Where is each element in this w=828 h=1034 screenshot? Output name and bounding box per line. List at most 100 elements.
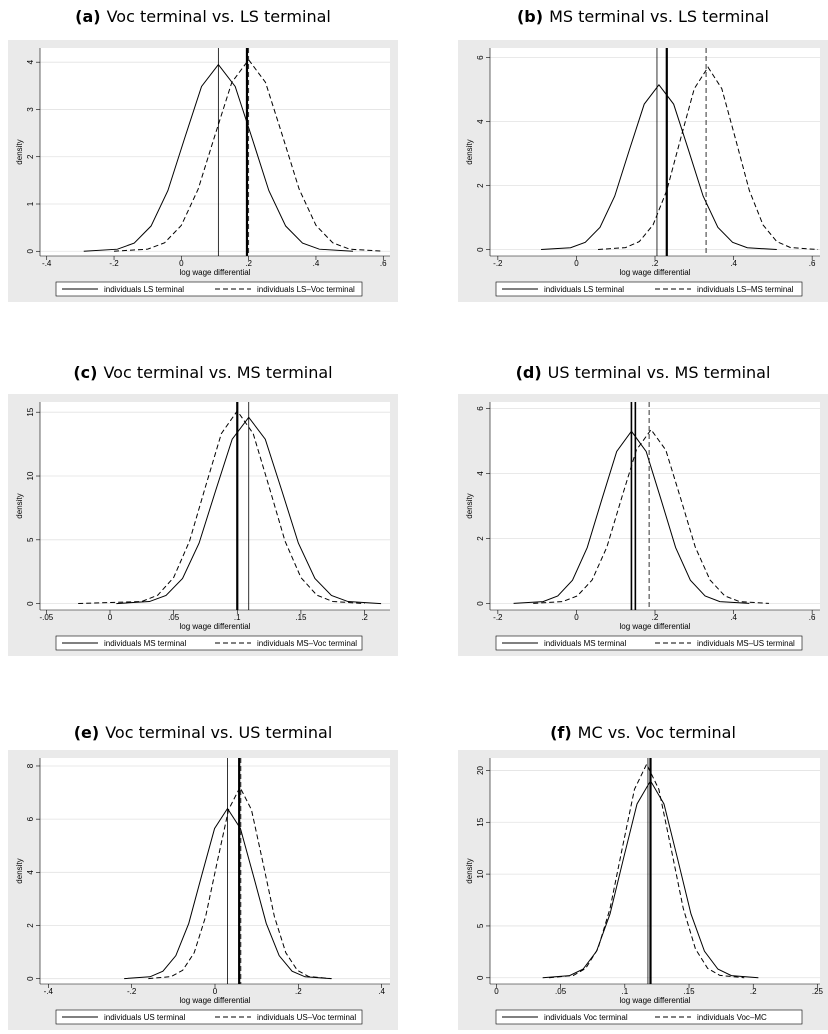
y-tick-label: 4 <box>26 59 35 64</box>
legend-label: individuals LS–Voc terminal <box>257 285 355 294</box>
plot-region <box>40 758 390 984</box>
plot-region <box>40 402 390 610</box>
plot-region <box>490 758 820 984</box>
x-tick-label: .1 <box>621 987 628 996</box>
y-tick-label: 6 <box>476 406 485 411</box>
plot-region <box>490 48 820 256</box>
panel-title-text: Voc terminal vs. LS terminal <box>107 7 331 26</box>
panel-label: (a) <box>75 7 100 26</box>
y-tick-label: 4 <box>476 471 485 476</box>
x-tick-label: .2 <box>245 259 252 268</box>
x-tick-label: -.2 <box>493 259 503 268</box>
y-axis-label: density <box>465 139 474 164</box>
panel-title: (f) MC vs. Voc terminal <box>550 723 736 742</box>
y-tick-label: 4 <box>476 119 485 124</box>
x-tick-label: 0 <box>213 987 218 996</box>
y-tick-label: 0 <box>26 248 35 253</box>
panel-title: (e) Voc terminal vs. US terminal <box>74 723 333 742</box>
density-curve <box>83 63 354 252</box>
x-tick-label: .15 <box>683 987 695 996</box>
plot-region <box>40 48 390 256</box>
density-curve <box>542 779 759 979</box>
y-tick-label: 5 <box>26 537 35 542</box>
legend-box <box>55 635 363 651</box>
x-tick-label: .05 <box>168 613 180 622</box>
y-tick-label: 0 <box>26 976 35 981</box>
x-tick-label: .6 <box>809 259 816 268</box>
y-tick-label: 2 <box>476 183 485 188</box>
x-axis-label: log wage differential <box>179 268 250 277</box>
legend-label: individuals Voc–MC <box>697 1013 767 1022</box>
y-tick-label: 8 <box>26 763 35 768</box>
x-tick-label: -.4 <box>42 259 52 268</box>
plot-region <box>490 402 820 610</box>
density-curve <box>124 807 331 980</box>
y-tick-label: 0 <box>26 601 35 606</box>
x-tick-label: .2 <box>652 259 659 268</box>
x-axis-label: log wage differential <box>179 996 250 1005</box>
y-tick-label: 5 <box>476 923 485 928</box>
y-axis-label: density <box>15 858 24 883</box>
legend-label: individuals LS terminal <box>104 285 184 294</box>
legend-label: individuals US–Voc terminal <box>257 1013 356 1022</box>
panel-title: (c) Voc terminal vs. MS terminal <box>73 363 332 382</box>
legend-label: individuals Voc terminal <box>544 1013 628 1022</box>
y-tick-label: 2 <box>476 536 485 541</box>
x-tick-label: .05 <box>555 987 567 996</box>
x-tick-label: .2 <box>295 987 302 996</box>
x-tick-label: .4 <box>313 259 320 268</box>
y-tick-label: 1 <box>26 201 35 206</box>
legend-label: individuals MS terminal <box>104 639 186 648</box>
x-axis-label: log wage differential <box>179 622 250 631</box>
panel-label: (d) <box>516 363 542 382</box>
panel-title-text: Voc terminal vs. US terminal <box>105 723 332 742</box>
panel-title: (d) US terminal vs. MS terminal <box>516 363 771 382</box>
x-tick-label: .6 <box>809 613 816 622</box>
y-tick-label: 2 <box>26 154 35 159</box>
density-curve <box>541 83 777 251</box>
panel-title: (b) MS terminal vs. LS terminal <box>517 7 769 26</box>
x-axis-label: log wage differential <box>619 996 690 1005</box>
x-tick-label: .2 <box>750 987 757 996</box>
y-axis-label: density <box>465 493 474 518</box>
y-tick-label: 0 <box>476 975 485 980</box>
legend-box <box>55 281 363 297</box>
x-tick-label: .4 <box>378 987 385 996</box>
y-tick-label: 15 <box>476 817 485 826</box>
legend-box <box>55 1009 363 1025</box>
x-tick-label: 0 <box>494 987 499 996</box>
y-tick-label: 3 <box>26 107 35 112</box>
y-tick-label: 10 <box>26 471 35 480</box>
density-curve <box>116 416 382 605</box>
legend-label: individuals LS terminal <box>544 285 624 294</box>
x-tick-label: -.4 <box>44 987 54 996</box>
y-tick-label: 6 <box>476 55 485 60</box>
x-tick-label: .2 <box>652 613 659 622</box>
x-tick-label: -.2 <box>127 987 137 996</box>
legend-label: individuals US terminal <box>104 1013 186 1022</box>
y-axis-label: density <box>465 858 474 883</box>
x-tick-label: .2 <box>361 613 368 622</box>
y-tick-label: 0 <box>476 601 485 606</box>
panel-title-text: MS terminal vs. LS terminal <box>549 7 769 26</box>
panel-label: (b) <box>517 7 543 26</box>
x-tick-label: .25 <box>812 987 824 996</box>
x-tick-label: 0 <box>574 259 579 268</box>
legend-box <box>495 281 803 297</box>
panel-label: (c) <box>73 363 97 382</box>
x-tick-label: 0 <box>108 613 113 622</box>
density-curve <box>78 410 365 605</box>
panel-label: (f) <box>550 723 572 742</box>
x-tick-label: .1 <box>234 613 241 622</box>
legend-label: individuals MS terminal <box>544 639 626 648</box>
panel-title-text: Voc terminal vs. MS terminal <box>103 363 332 382</box>
density-curve <box>513 430 750 604</box>
panel-title: (a) Voc terminal vs. LS terminal <box>75 7 331 26</box>
y-tick-label: 15 <box>26 407 35 416</box>
y-tick-label: 2 <box>26 923 35 928</box>
y-tick-label: 10 <box>476 869 485 878</box>
y-axis-label: density <box>15 493 24 518</box>
y-axis-label: density <box>15 139 24 164</box>
x-tick-label: .4 <box>730 613 737 622</box>
